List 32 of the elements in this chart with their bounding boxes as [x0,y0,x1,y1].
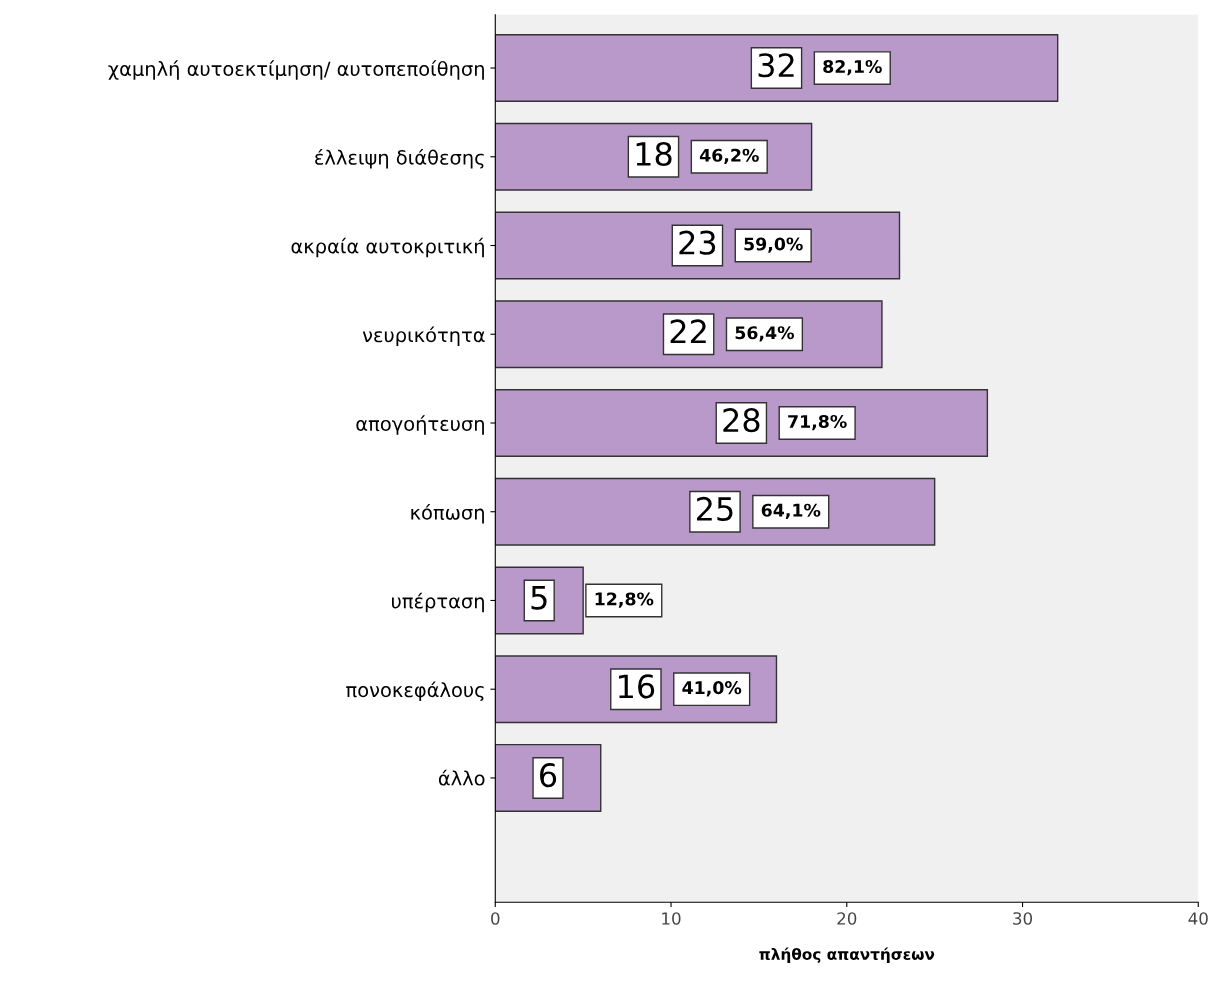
y-tick-label: κόπωση [411,503,484,524]
y-tick-label: ακραία αυτοκριτική [291,237,484,258]
data-label: 18 [636,141,672,167]
y-tick-label: απογοήτευση [356,415,484,435]
x-tick-label: 40 [1188,912,1208,925]
y-tick-label: υπέρταση [392,592,484,613]
annotation: 59,0% [744,237,803,253]
data-label: 25 [696,496,733,521]
data-label: 5 [531,586,547,610]
x-tick-label: 10 [662,912,681,925]
data-label: 28 [723,408,760,433]
annotation: 41,0% [682,681,742,697]
annotation: 64,1% [761,503,821,519]
x-tick-label: 30 [1013,912,1033,925]
annotation: 82,1% [823,59,882,76]
annotation: 46,2% [699,148,759,165]
data-label: 22 [670,319,706,344]
x-tick-label: 20 [837,912,857,925]
y-tick-label: χαμηλή αυτοεκτίμηση/ αυτοπεποίθηση [108,60,484,80]
annotation: 56,4% [735,326,794,342]
x-axis-title: πλήθος απαντήσεων [759,947,935,963]
data-label: 6 [540,763,557,788]
y-tick-label: νευρικότητα [362,326,485,347]
annotation: 12,8% [595,592,654,608]
data-label: 32 [758,53,794,78]
data-label: 16 [619,674,655,699]
y-tick-label: άλλο [438,769,485,786]
y-tick-label: πονοκεφάλους [346,681,484,702]
x-tick-label: 0 [491,912,500,925]
data-label: 23 [679,230,716,255]
annotation: 71,8% [788,414,847,431]
y-tick-label: έλλειψη διάθεσης [315,149,484,169]
